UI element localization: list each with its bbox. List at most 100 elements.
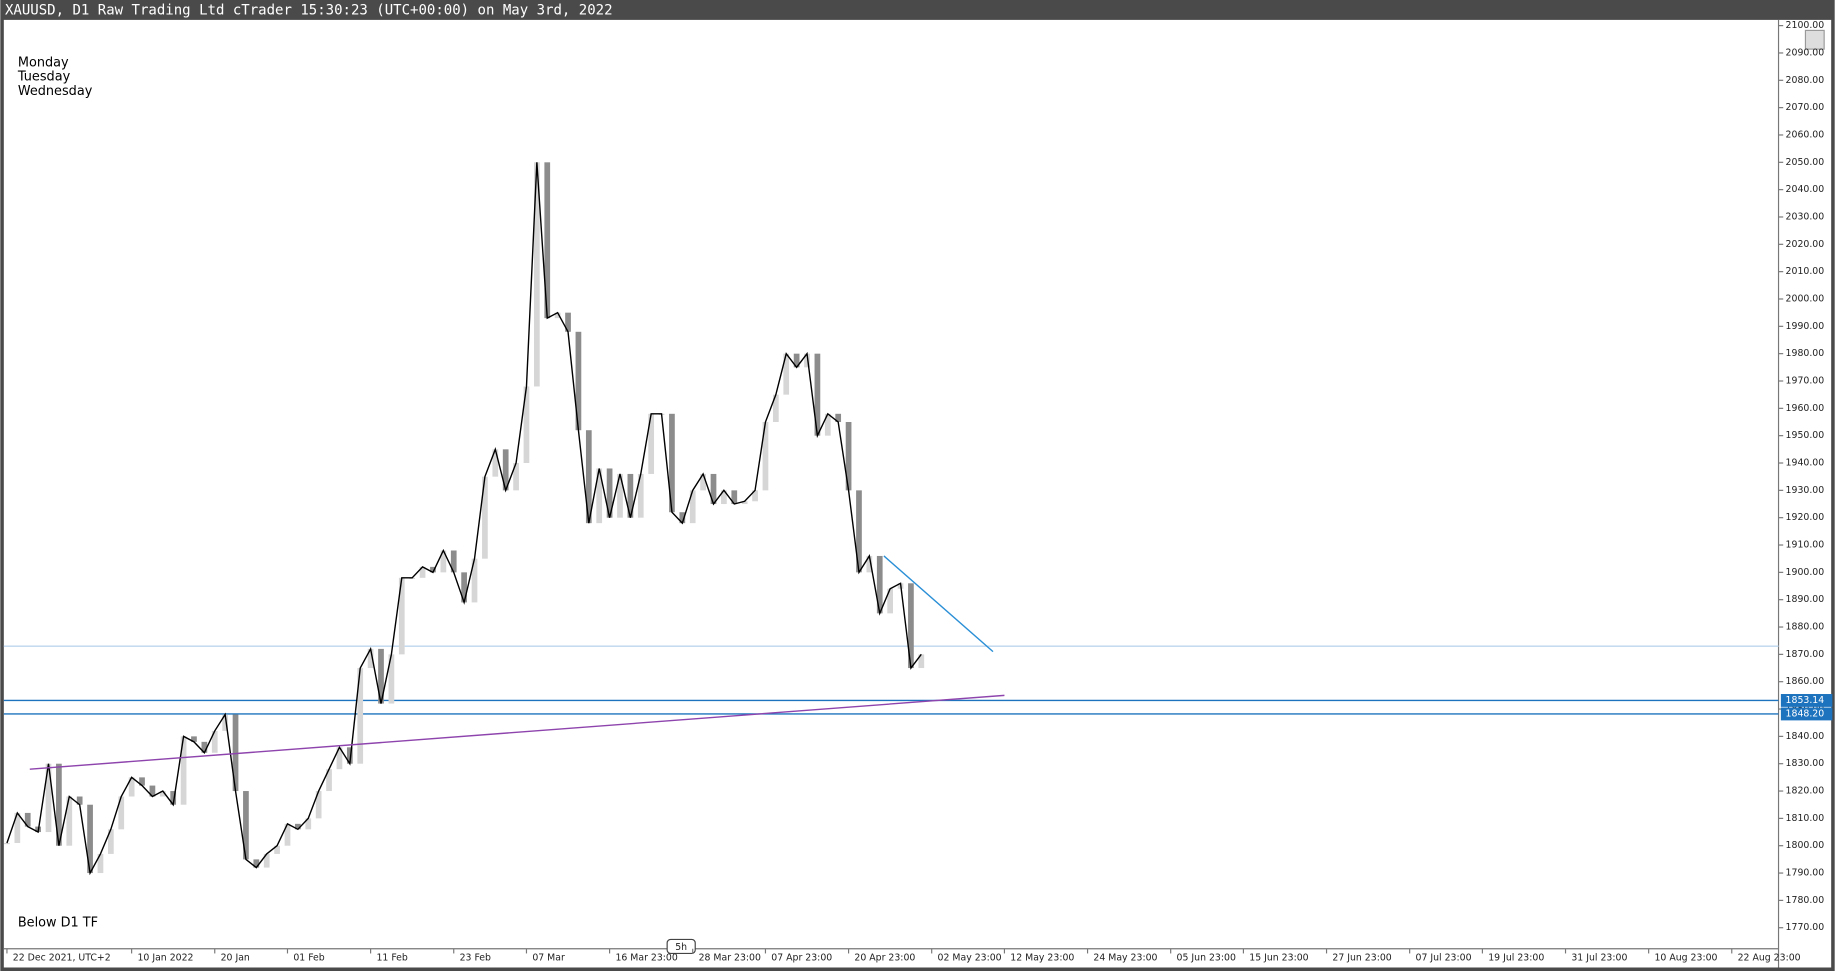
x-tick-label: 22 Aug 23:00: [1738, 953, 1801, 964]
y-tick-label: 1920.00: [1786, 512, 1825, 523]
y-tick-label: 1940.00: [1786, 458, 1825, 469]
candle-body: [814, 353, 821, 436]
y-tick-label: 2030.00: [1786, 211, 1825, 222]
candle-body: [876, 555, 883, 614]
candle-body: [295, 823, 301, 830]
candle-body: [326, 769, 332, 792]
candle-body: [243, 791, 249, 860]
y-tick-label: 2000.00: [1786, 293, 1825, 304]
y-tick-label: 1890.00: [1786, 594, 1825, 605]
candle-body: [617, 473, 623, 518]
candle-body: [502, 449, 509, 491]
x-tick-label: 23 Feb: [460, 953, 491, 964]
candle-body: [107, 829, 114, 854]
y-tick-label: 2100.00: [1786, 20, 1825, 31]
note: Below D1 TF: [18, 916, 98, 931]
y-tick-label: 2040.00: [1786, 184, 1825, 195]
price-tag: [1780, 694, 1833, 707]
y-tick-label: 2050.00: [1786, 157, 1825, 168]
x-tick-label: 10 Aug 23:00: [1654, 953, 1717, 964]
y-tick-label: 1790.00: [1786, 868, 1825, 879]
candle-body: [149, 785, 156, 797]
candle-body: [336, 747, 343, 770]
candle-body: [419, 566, 426, 578]
candle-body: [793, 353, 800, 368]
candle-body: [378, 648, 384, 704]
candle-body: [523, 386, 530, 464]
x-tick-label: 16 Mar 23:00: [615, 953, 677, 964]
y-tick-label: 2070.00: [1786, 102, 1825, 113]
y-tick-label: 1870.00: [1786, 649, 1825, 660]
candle-body: [908, 583, 914, 669]
y-tick-label: 1980.00: [1786, 348, 1825, 359]
trend-line: [883, 555, 994, 653]
timeframe-badge[interactable]: [666, 938, 696, 955]
candle-body: [461, 572, 467, 603]
title: XAUUSD, D1 Raw Trading Ltd cTrader 15:30…: [5, 3, 613, 19]
candle-body: [97, 853, 104, 874]
candle-body: [450, 550, 457, 573]
candle-body: [222, 714, 229, 731]
candle-body: [824, 413, 831, 436]
x-tick-label: 31 Jul 23:00: [1571, 953, 1627, 964]
candle-body: [648, 413, 655, 474]
y-tick-label: 1830.00: [1786, 758, 1825, 769]
candle-body: [388, 654, 395, 704]
candle-body: [856, 490, 862, 573]
y-tick-label: 1950.00: [1786, 430, 1825, 441]
close-line: [6, 162, 922, 876]
x-tick-label: 11 Feb: [376, 953, 407, 964]
candle-body: [762, 422, 769, 491]
popout-button[interactable]: [1804, 29, 1825, 50]
x-tick-label: 05 Jun 23:00: [1177, 953, 1236, 964]
x-tick-label: 02 May 23:00: [938, 953, 1002, 964]
candle-body: [211, 730, 218, 753]
y-tick-label: 1820.00: [1786, 786, 1825, 797]
x-tick-label: 01 Feb: [293, 953, 324, 964]
y-tick-label: 1900.00: [1786, 567, 1825, 578]
candle-body: [430, 566, 436, 573]
candle-body: [440, 550, 447, 573]
candle-body: [76, 796, 83, 805]
candle-body: [669, 413, 675, 513]
x-tick-label: 10 Jan 2022: [137, 953, 193, 964]
y-tick-label: 1880.00: [1786, 622, 1825, 633]
candle-body: [721, 490, 727, 505]
candle-body: [544, 162, 551, 319]
x-tick-label: 19 Jul 23:00: [1488, 953, 1544, 964]
x-tick-label: 07 Jul 23:00: [1416, 953, 1472, 964]
x-tick-label: 24 May 23:00: [1093, 953, 1157, 964]
y-tick-label: 2020.00: [1786, 239, 1825, 250]
candle-body: [398, 577, 405, 655]
y-tick-label: 1990.00: [1786, 321, 1825, 332]
candle-body: [305, 818, 312, 830]
candle-body: [253, 859, 260, 868]
y-tick-label: 1810.00: [1786, 813, 1825, 824]
candle-body: [482, 476, 488, 559]
trend-line: [29, 694, 1005, 770]
candle-body: [637, 473, 644, 518]
candle-body: [315, 791, 322, 819]
y-tick-label: 1960.00: [1786, 403, 1825, 414]
candle-body: [87, 804, 93, 874]
candle-body: [741, 501, 748, 505]
candle-body: [128, 777, 135, 797]
candle-body: [471, 558, 478, 603]
candle-body: [918, 654, 925, 669]
candle-body: [367, 648, 374, 669]
candle-body: [887, 588, 893, 614]
candle-body: [606, 468, 613, 518]
x-tick-label: 12 May 23:00: [1010, 953, 1074, 964]
y-tick-label: 1770.00: [1786, 922, 1825, 933]
candle-body: [159, 791, 166, 797]
candle-body: [534, 162, 540, 387]
price-tag-label: 1848.20: [1786, 708, 1825, 719]
candle-body: [627, 473, 634, 518]
price-tag: [1780, 707, 1833, 721]
candle-body: [118, 796, 125, 830]
y-tick-label: 1860.00: [1786, 676, 1825, 687]
x-tick-label: 07 Mar: [532, 953, 565, 964]
candle-body: [284, 823, 291, 846]
candle-body: [24, 812, 31, 827]
candle-body: [274, 845, 280, 854]
